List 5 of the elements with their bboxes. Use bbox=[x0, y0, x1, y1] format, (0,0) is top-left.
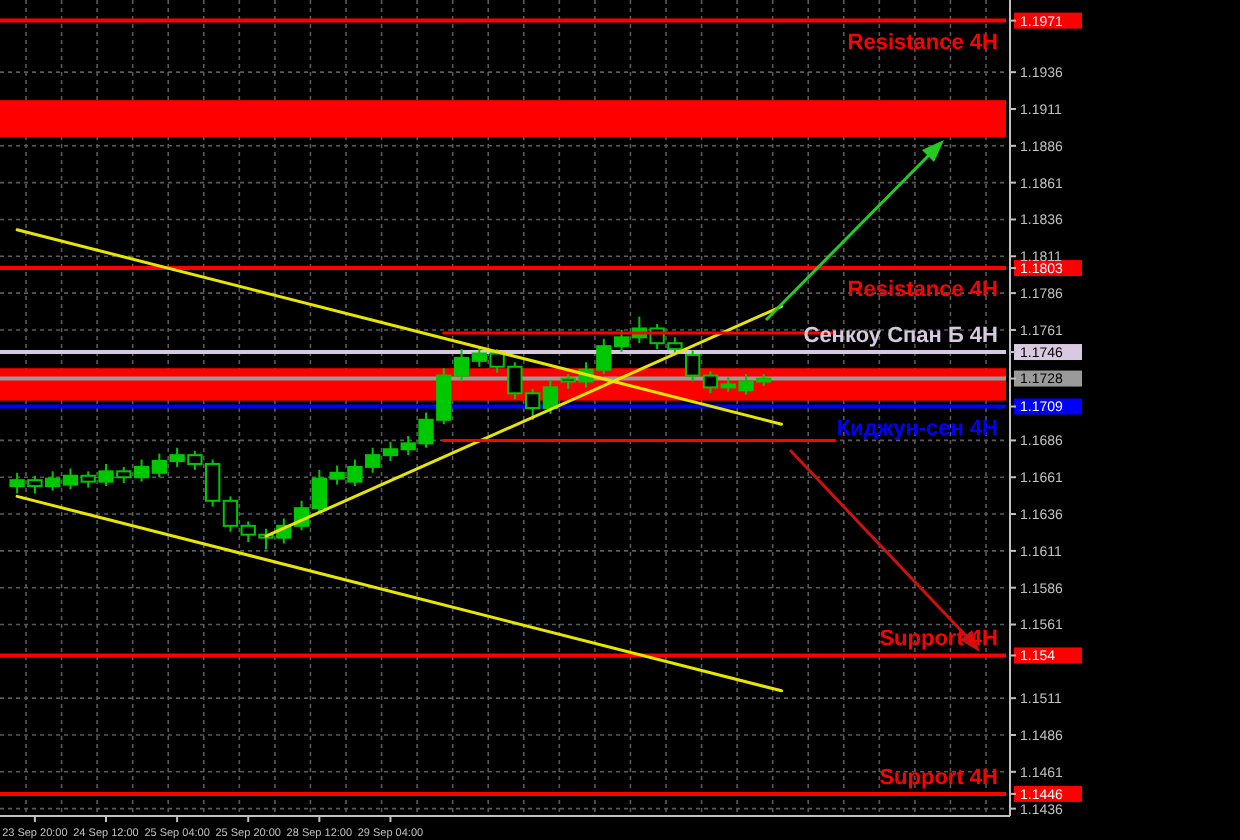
ref-line-label: Сенкоу Спан Б 4H bbox=[803, 324, 999, 349]
ref-line-label: Support 4H bbox=[879, 765, 999, 790]
ref-line-label: Киджун-сен 4H bbox=[836, 416, 999, 441]
ref-line-label: Resistance 4H bbox=[847, 278, 999, 303]
ref-line-label: Resistance 4H bbox=[847, 30, 999, 55]
